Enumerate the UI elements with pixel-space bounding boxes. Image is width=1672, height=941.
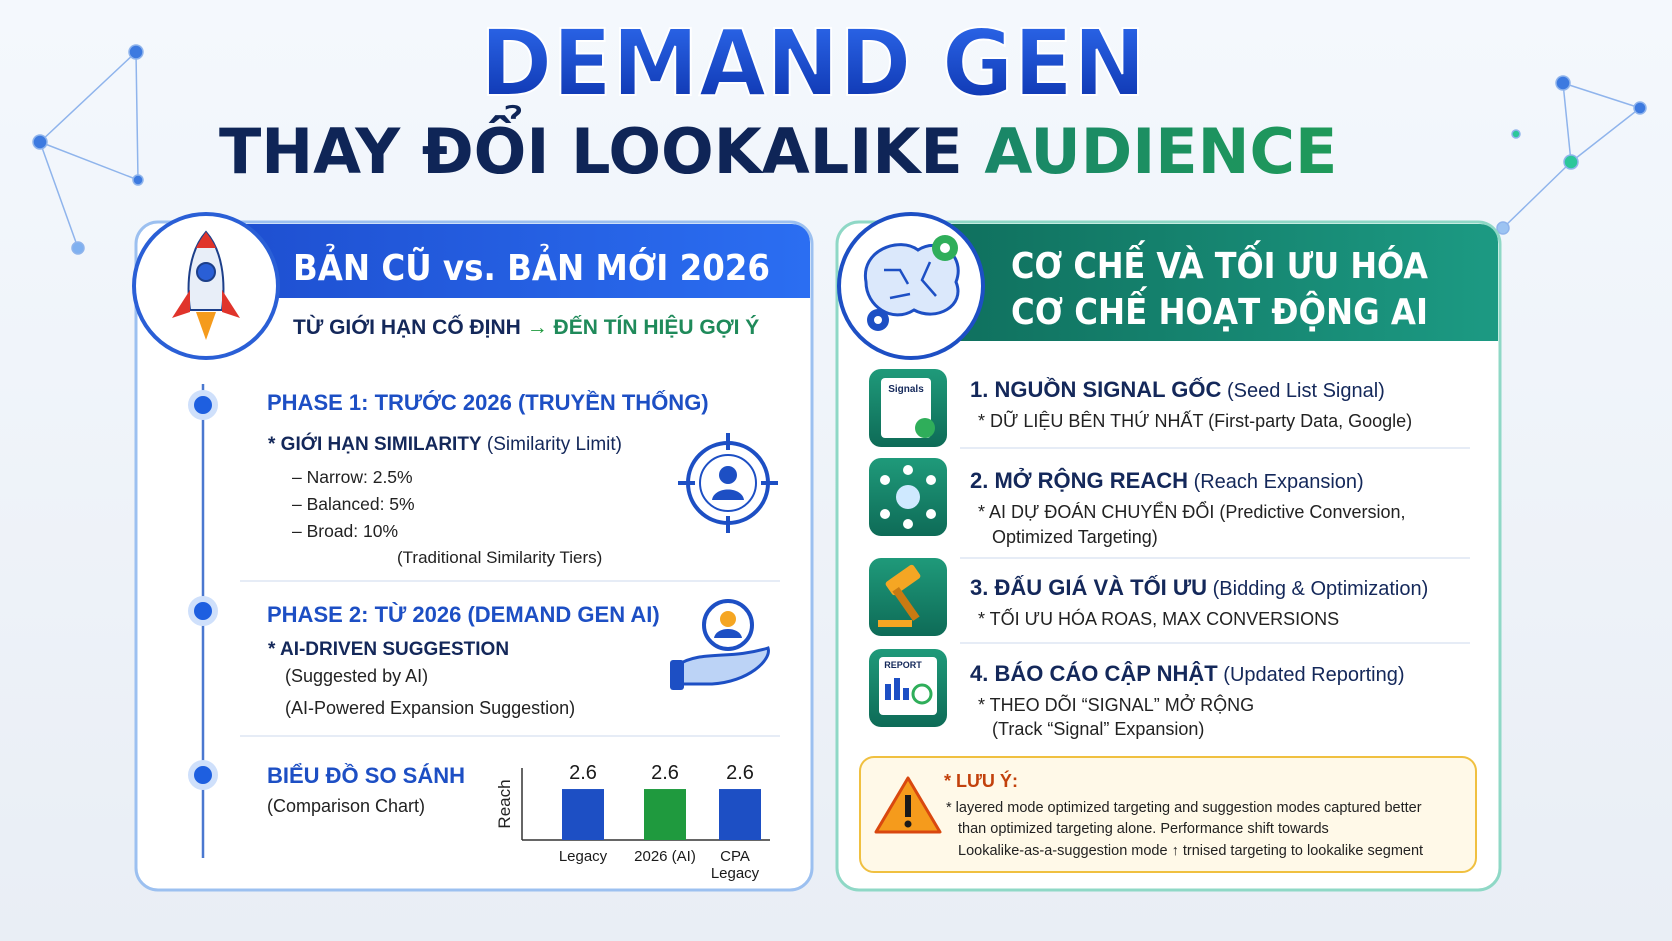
phase-title: PHASE 1: TRƯỚC 2026 (TRUYỀN THỐNG): [267, 389, 709, 415]
step-title-en: (Reach Expansion): [1194, 471, 1364, 493]
subtitle: THAY ĐỔI LOOKALIKE AUDIENCE: [219, 104, 1337, 188]
magnifier: [911, 683, 933, 705]
hand-person-icon: [670, 599, 770, 690]
right-panel: [835, 220, 1502, 892]
note-box: [859, 756, 1477, 873]
phase-line: (AI-Powered Expansion Suggestion): [285, 698, 575, 718]
phase-bullet: * GIỚI HẠN SIMILARITY (Similarity Limit): [268, 433, 622, 455]
bar: [644, 789, 686, 840]
left-title: BẢN CŨ vs. BẢN MỚI 2026: [293, 243, 770, 289]
step-line: * DỮ LIỆU BÊN THỨ NHẤT (First-party Data…: [978, 410, 1412, 431]
phase-title: BIỂU ĐỒ SO SÁNH: [267, 763, 465, 788]
y-axis-label: Reach: [495, 779, 514, 828]
warning-icon: [874, 776, 942, 834]
phase-line: (Comparison Chart): [267, 796, 425, 816]
note-line: * layered mode optimized targeting and s…: [946, 800, 1422, 816]
gavel-base: [878, 620, 912, 627]
subtitle-arrow: →: [527, 316, 548, 339]
x-tick-label: 2026 (AI): [634, 848, 696, 865]
check: [915, 418, 935, 438]
right-title: CƠ CHẾ VÀ TỐI ƯU HÓA: [1011, 240, 1428, 287]
value-label: 2.6: [569, 762, 597, 784]
bullet-text: * GIỚI HẠN SIMILARITY: [268, 433, 482, 455]
network-left: [32, 44, 144, 255]
step-line: * AI DỰ ĐOÁN CHUYỂN ĐỔI (Predictive Conv…: [978, 501, 1405, 522]
step-title-vi: 3. ĐẤU GIÁ VÀ TỐI ƯU: [970, 574, 1207, 600]
subtitle-to: ĐẾN TÍN HIỆU GỢI Ý: [554, 315, 760, 339]
step-title-vi: 1. NGUỒN SIGNAL GỐC: [970, 376, 1222, 402]
value-label: 2.6: [651, 762, 679, 784]
step-title: 4. BÁO CÁO CẬP NHẬT (Updated Reporting): [970, 661, 1405, 686]
step-line: Optimized Targeting): [992, 527, 1158, 547]
icon-label: Signals: [888, 384, 924, 395]
network-hub: [896, 485, 920, 509]
right-header-bar-base: [920, 300, 1498, 341]
x-tick-label: CPA Legacy: [710, 848, 760, 882]
main-title: DEMAND GEN: [480, 10, 1146, 117]
note-line: Lookalike-as-a-suggestion mode ↑ trnised…: [958, 843, 1423, 859]
left-subtitle: TỪ GIỚI HẠN CỐ ĐỊNH → ĐẾN TÍN HIỆU GỢI Ý: [293, 315, 759, 339]
step-line: * THEO DÕI “SIGNAL” MỞ RỘNG: [978, 694, 1254, 715]
step-title: 1. NGUỒN SIGNAL GỐC (Seed List Signal): [970, 376, 1385, 402]
mini-bars: [885, 678, 909, 700]
right-title: CƠ CHẾ HOẠT ĐỘNG AI: [1011, 286, 1428, 333]
icon-label: REPORT: [884, 660, 922, 670]
timeline-dots: [188, 390, 218, 790]
step-title-en: (Updated Reporting): [1223, 664, 1404, 686]
step-title: 2. MỞ RỘNG REACH (Reach Expansion): [970, 468, 1364, 493]
phase-title: PHASE 2: TỪ 2026 (DEMAND GEN AI): [267, 602, 660, 627]
target-icon: [678, 433, 778, 533]
gavel-handle: [892, 586, 920, 622]
bar: [719, 789, 761, 840]
comparison-chart: Reach 2.6 2.6 2.6: [495, 762, 770, 841]
brain-icon: [837, 212, 985, 360]
phase-line: (Suggested by AI): [285, 666, 428, 686]
tier-item: – Narrow: 2.5%: [292, 467, 413, 487]
icon-card: [879, 657, 937, 715]
subtitle-main: THAY ĐỔI LOOKALIKE: [219, 104, 963, 188]
step-title-en: (Bidding & Optimization): [1213, 578, 1429, 600]
step-title-en: (Seed List Signal): [1227, 380, 1385, 402]
phase-bullet: * AI-DRIVEN SUGGESTION: [268, 639, 509, 660]
subtitle-from: TỪ GIỚI HẠN CỐ ĐỊNH: [293, 315, 521, 339]
step-icon: [869, 558, 947, 636]
bar: [562, 789, 604, 840]
tier-note: (Traditional Similarity Tiers): [397, 548, 602, 567]
step-icons: Signals REPORT: [869, 369, 947, 727]
tier-item: – Balanced: 5%: [292, 494, 415, 514]
step-title-vi: 4. BÁO CÁO CẬP NHẬT: [970, 661, 1218, 686]
step-title-vi: 2. MỞ RỘNG REACH: [970, 468, 1188, 493]
network-nodes: [880, 465, 936, 529]
step-title: 3. ĐẤU GIÁ VÀ TỐI ƯU (Bidding & Optimiza…: [970, 574, 1428, 600]
step-line: * TỐI ƯU HÓA ROAS, MAX CONVERSIONS: [978, 608, 1339, 629]
left-panel: [134, 220, 814, 892]
left-header-bar-base: [228, 270, 810, 298]
step-line: (Track “Signal” Expansion): [992, 719, 1204, 739]
subtitle-accent: AUDIENCE: [984, 115, 1337, 188]
rocket-icon: [132, 212, 280, 360]
note-line: than optimized targeting alone. Performa…: [958, 821, 1329, 837]
note-title: * LƯU Ý:: [944, 770, 1018, 791]
gavel-head: [885, 564, 921, 596]
tier-item: – Broad: 10%: [292, 521, 398, 541]
value-label: 2.6: [726, 762, 754, 784]
network-right: [1496, 75, 1647, 235]
x-tick-label: Legacy: [558, 848, 608, 865]
bullet-note: (Similarity Limit): [487, 434, 622, 455]
